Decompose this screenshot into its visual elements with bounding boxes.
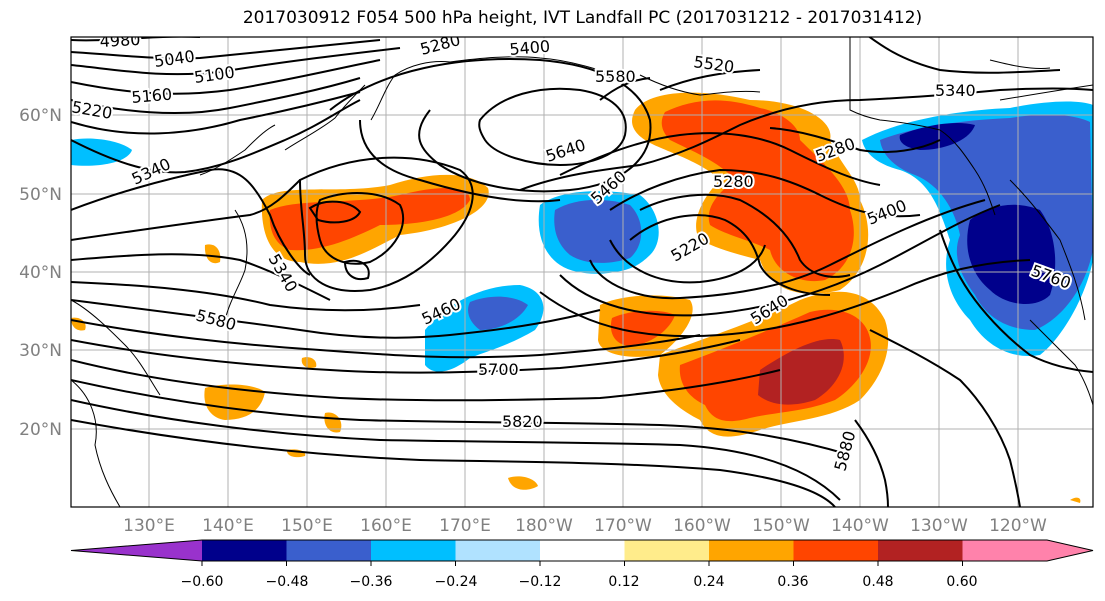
contour-label: 5700 [478,360,519,379]
colorbar-segment [878,540,964,561]
contour-label: 5820 [502,412,543,431]
lat-label: 30°N [19,341,62,361]
contour-label: 5100 [193,62,236,86]
colorbar-segment [793,540,879,561]
contour-label: 5880 [831,429,860,473]
colorbar-segment [540,540,626,561]
colorbar-segment [455,540,541,561]
contour-label: 5040 [153,46,196,70]
height-contours [71,37,1093,507]
contour-label: 5580 [595,67,636,86]
lon-label: 140°W [831,516,889,536]
contour-label: 5160 [131,85,173,107]
contour-label: 5400 [864,196,909,229]
ivt-positive-shading [71,92,1081,503]
ivt-negative-shading [71,101,1093,372]
lon-label: 160°W [673,516,731,536]
graticule [71,37,1093,507]
colorbar-tick-label: −0.48 [266,574,309,590]
colorbar-tick-label: 0.24 [693,574,724,590]
colorbar-segment [709,540,795,561]
lon-label: 180°W [515,516,573,536]
lon-label: 150°E [281,516,333,536]
longitude-labels: 130°E 140°E 150°E 160°E 170°E 180°W 170°… [123,516,1047,536]
colorbar-segment [286,540,372,561]
colorbar-tick-label: 0.48 [862,574,893,590]
colorbar-tick-label: −0.12 [519,574,562,590]
lon-label: 170°E [439,516,491,536]
lat-label: 20°N [19,420,62,440]
colorbar-tick-label: 0.36 [777,574,808,590]
lon-label: 120°W [989,516,1047,536]
contour-label: 5280 [418,30,462,59]
contour-label: 4980 [99,30,141,51]
lon-label: 150°W [752,516,810,536]
colorbar-segments [70,539,1094,562]
contour-label: 5580 [194,306,238,335]
contour-label: 5280 [713,172,754,191]
colorbar-labels: −0.60 −0.48 −0.36 −0.24 −0.12 0.12 0.24 … [181,574,978,590]
colorbar-tick-label: 0.12 [608,574,639,590]
lon-label: 160°E [360,516,412,536]
colorbar-segment [71,540,202,561]
colorbar-segment [962,540,1093,561]
contour-label: 5340 [935,81,976,100]
lon-label: 130°E [123,516,175,536]
contour-label: 5640 [543,135,588,166]
latitude-labels: 60°N 50°N 40°N 30°N 20°N [19,106,62,440]
colorbar-segment [624,540,710,561]
colorbar-tick-label: −0.24 [435,574,478,590]
map-frame [70,36,1094,508]
colorbar: −0.60 −0.48 −0.36 −0.24 −0.12 0.12 0.24 … [70,539,1094,590]
colorbar-tick-label: −0.36 [350,574,393,590]
contour-label: 5220 [668,229,713,266]
lon-label: 140°E [202,516,254,536]
colorbar-ticks [201,561,963,566]
lon-label: 170°W [594,516,652,536]
figure-title: 2017030912 F054 500 hPa height, IVT Land… [242,8,923,28]
lat-label: 40°N [19,263,62,283]
colorbar-segment [202,540,288,561]
colorbar-tick-label: −0.60 [181,574,224,590]
lat-label: 50°N [19,185,62,205]
colorbar-tick-label: 0.60 [946,574,977,590]
lat-label: 60°N [19,106,62,126]
lon-label: 130°W [910,516,968,536]
colorbar-segment [371,540,457,561]
contour-label: 5400 [509,37,551,59]
contour-label: 5520 [692,52,735,76]
contour-label: 5220 [70,97,113,123]
